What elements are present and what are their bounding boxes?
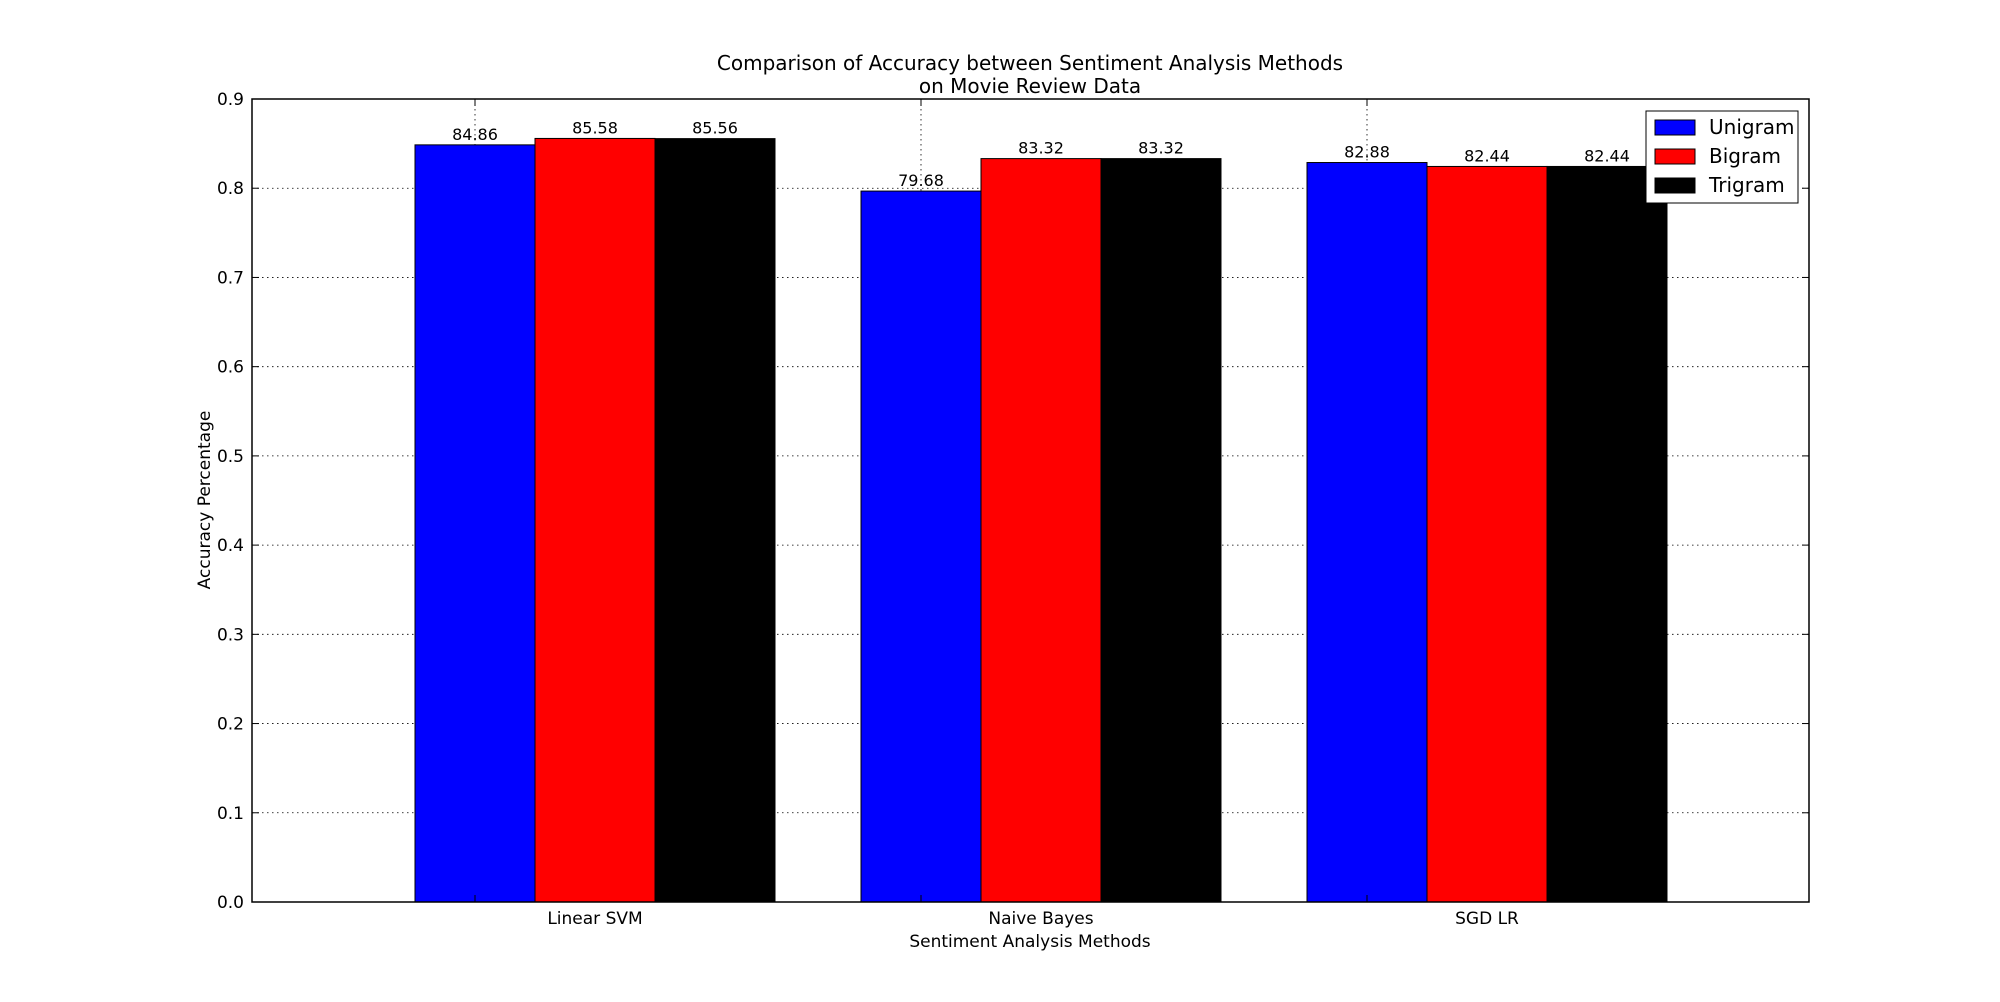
chart-title: Comparison of Accuracy between Sentiment… <box>717 51 1343 75</box>
data-label: 82.44 <box>1464 146 1510 165</box>
y-tick-label: 0.3 <box>217 625 244 645</box>
legend-swatch <box>1654 119 1696 136</box>
legend: Unigram Bigram Trigram <box>1645 110 1799 204</box>
bar-trigram-3 <box>1546 165 1668 903</box>
data-label: 82.44 <box>1584 146 1630 165</box>
bar-trigram-2 <box>1100 158 1222 903</box>
bar-trigram-1 <box>654 138 776 903</box>
y-tick-label: 0.0 <box>217 893 244 913</box>
data-label: 83.32 <box>1018 139 1064 158</box>
bar-bigram-3 <box>1426 165 1548 903</box>
data-label: 85.58 <box>572 118 618 137</box>
chart-subtitle: on Movie Review Data <box>919 74 1141 98</box>
y-tick-label: 0.9 <box>217 90 244 110</box>
x-tick-label: SGD LR <box>1455 909 1519 929</box>
bar-bigram-1 <box>534 137 656 903</box>
y-tick-label: 0.1 <box>217 804 244 824</box>
data-label: 83.32 <box>1138 139 1184 158</box>
bar-unigram-3 <box>1306 162 1428 903</box>
x-axis-ticks: Linear SVM Naive Bayes SGD LR <box>474 99 1519 929</box>
y-axis-label: Accuracy Percentage <box>195 411 215 590</box>
y-tick-label: 0.7 <box>217 268 244 288</box>
x-axis-label: Sentiment Analysis Methods <box>909 932 1150 952</box>
y-tick-label: 0.8 <box>217 179 244 199</box>
legend-label: Bigram <box>1709 144 1781 168</box>
data-label: 85.56 <box>692 119 738 138</box>
data-label: 82.88 <box>1344 143 1390 162</box>
data-labels: 84.86 85.58 85.56 79.68 83.32 83.32 82.88 82.44… <box>452 118 1630 190</box>
bar-unigram-1 <box>414 144 536 903</box>
legend-label: Unigram <box>1709 115 1795 139</box>
data-label: 79.68 <box>898 171 944 190</box>
bar-unigram-2 <box>860 190 982 903</box>
y-tick-label: 0.2 <box>217 715 244 735</box>
y-axis-ticks: 0.0 0.1 0.2 0.3 0.4 0.5 0.6 0.7 0.8 0.9 <box>217 90 1809 913</box>
y-tick-label: 0.5 <box>217 447 244 467</box>
x-tick-label: Naive Bayes <box>988 909 1093 929</box>
y-tick-label: 0.6 <box>217 358 244 378</box>
x-tick-label: Linear SVM <box>547 909 642 929</box>
data-label: 84.86 <box>452 125 498 144</box>
y-tick-label: 0.4 <box>217 536 244 556</box>
bars <box>414 137 1668 903</box>
legend-swatch <box>1654 177 1696 194</box>
legend-swatch <box>1654 148 1696 165</box>
plot-area-frame <box>251 98 1810 903</box>
bar-bigram-2 <box>980 158 1102 903</box>
legend-label: Trigram <box>1708 173 1785 197</box>
